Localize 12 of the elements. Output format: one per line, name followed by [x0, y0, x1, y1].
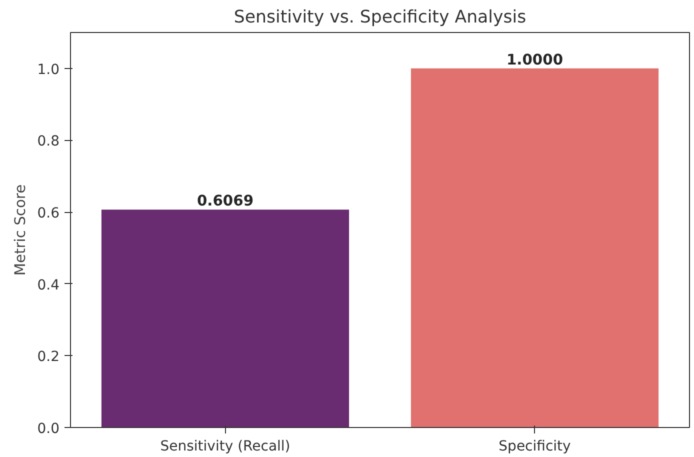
y-tick-label: 1.0 [37, 62, 60, 78]
x-tick-label: Specificity [498, 438, 571, 454]
chart-title: Sensitivity vs. Specificity Analysis [234, 8, 526, 28]
y-tick-label: 0.8 [37, 134, 60, 150]
data-label: 1.0000 [506, 51, 564, 68]
x-tick-label: Sensitivity (Recall) [160, 438, 290, 454]
y-axis-title: Metric Score [12, 184, 30, 276]
y-tick-label: 0.4 [37, 277, 60, 294]
y-tick-label: 0.0 [37, 421, 60, 437]
y-tick-label: 0.2 [37, 349, 60, 366]
data-label: 0.6069 [196, 192, 254, 210]
y-tick-label: 0.6 [37, 206, 60, 222]
